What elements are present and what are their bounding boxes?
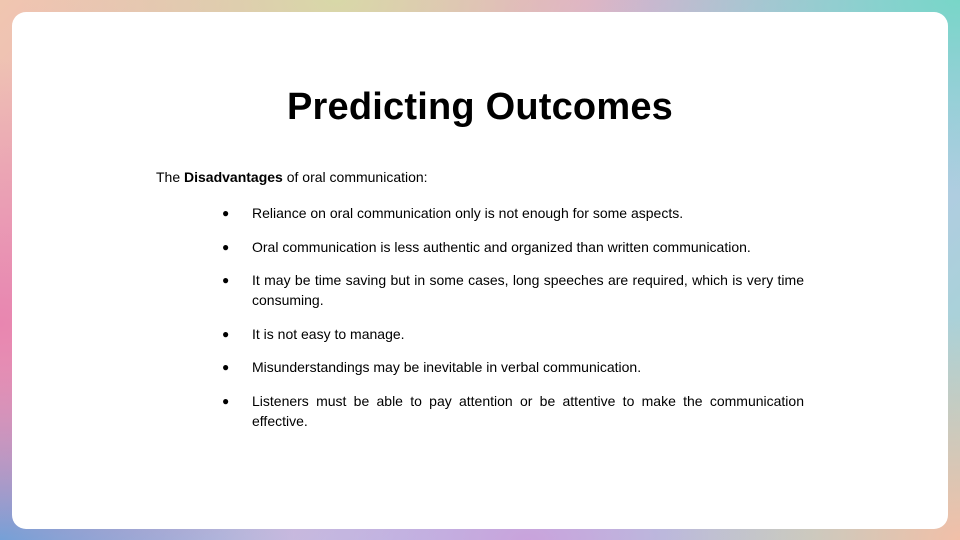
bullet-icon: ● bbox=[222, 393, 230, 408]
list-item-text: Misunderstandings may be inevitable in v… bbox=[252, 359, 642, 375]
intro-text: The Disadvantages of oral communication: bbox=[156, 169, 428, 185]
bullet-icon: ● bbox=[222, 206, 230, 220]
slide-card: Predicting Outcomes The Disadvantages of… bbox=[12, 12, 948, 529]
intro-prefix: The bbox=[156, 169, 185, 185]
list-item-text: Oral communication is less authentic and… bbox=[252, 238, 751, 255]
intro-emphasis: Disadvantages bbox=[184, 169, 283, 185]
list-item: ● Oral communication is less authentic a… bbox=[220, 237, 804, 257]
intro-suffix: of oral communication: bbox=[282, 169, 428, 185]
disadvantages-list: ● Reliance on oral communication only is… bbox=[220, 203, 804, 444]
list-item-text: Listeners must be able to pay attention … bbox=[252, 392, 804, 429]
bullet-icon: ● bbox=[222, 239, 230, 254]
bullet-icon: ● bbox=[222, 326, 230, 341]
bullet-icon: ● bbox=[222, 273, 230, 287]
list-item: ● Listeners must be able to pay attentio… bbox=[220, 391, 804, 431]
slide-title: Predicting Outcomes bbox=[287, 86, 673, 128]
list-item: ● Misunderstandings may be inevitable in… bbox=[220, 357, 804, 377]
list-item-text: It may be time saving but in some cases,… bbox=[252, 272, 804, 308]
list-item-text: It is not easy to manage. bbox=[252, 325, 405, 342]
list-item: ● It is not easy to manage. bbox=[220, 324, 804, 344]
list-item: ● Reliance on oral communication only is… bbox=[220, 203, 804, 223]
list-item-text: Reliance on oral communication only is n… bbox=[252, 205, 684, 221]
list-item: ● It may be time saving but in some case… bbox=[220, 270, 804, 310]
bullet-icon: ● bbox=[222, 360, 230, 374]
